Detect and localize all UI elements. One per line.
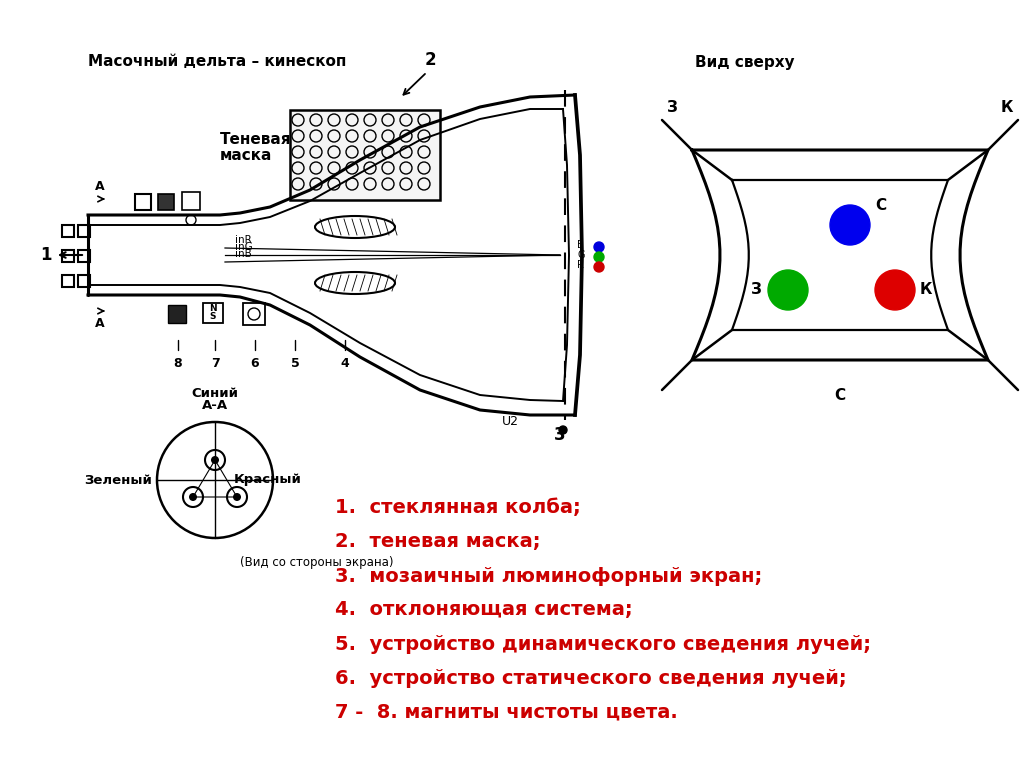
- Text: Масочный дельта – кинескоп: Масочный дельта – кинескоп: [88, 55, 346, 69]
- Text: 5.  устройство динамического сведения лучей;: 5. устройство динамического сведения луч…: [335, 634, 871, 654]
- Text: 3.  мозаичный люминофорный экран;: 3. мозаичный люминофорный экран;: [335, 567, 762, 585]
- Circle shape: [594, 242, 604, 252]
- Text: (Вид со стороны экрана): (Вид со стороны экрана): [240, 556, 393, 569]
- Text: 6: 6: [251, 357, 259, 370]
- Circle shape: [874, 270, 915, 310]
- Text: 1: 1: [41, 246, 52, 264]
- Bar: [78, 225, 90, 237]
- Text: inR: inR: [234, 235, 252, 245]
- Text: Синий: Синий: [191, 387, 239, 400]
- Bar: [78, 275, 90, 287]
- Text: С: С: [874, 198, 886, 213]
- Text: Зеленый: Зеленый: [84, 474, 152, 486]
- Text: 8: 8: [174, 357, 182, 370]
- Text: 6.  устройство статического сведения лучей;: 6. устройство статического сведения луче…: [335, 668, 847, 687]
- Text: U2: U2: [502, 415, 518, 428]
- Bar: [290, 110, 440, 200]
- Bar: [168, 305, 186, 323]
- Text: Теневая: Теневая: [220, 133, 292, 147]
- Text: З: З: [667, 100, 678, 115]
- Bar: [135, 194, 151, 210]
- Text: 2.  теневая маска;: 2. теневая маска;: [335, 532, 541, 551]
- Bar: [62, 250, 74, 262]
- Text: К: К: [1000, 100, 1013, 115]
- Circle shape: [559, 426, 567, 434]
- Text: К: К: [920, 283, 933, 297]
- Circle shape: [768, 270, 808, 310]
- Text: А: А: [95, 180, 104, 193]
- Text: inB: inB: [234, 249, 252, 259]
- Circle shape: [233, 493, 241, 501]
- Bar: [182, 192, 200, 210]
- Text: Красный: Красный: [234, 474, 302, 486]
- Text: А: А: [95, 317, 104, 330]
- Bar: [62, 275, 74, 287]
- Text: G: G: [577, 250, 585, 260]
- Bar: [243, 303, 265, 325]
- Circle shape: [830, 205, 870, 245]
- Circle shape: [211, 456, 219, 464]
- Text: 4.  отклоняющая система;: 4. отклоняющая система;: [335, 601, 633, 620]
- Text: R: R: [577, 260, 584, 270]
- Circle shape: [594, 252, 604, 262]
- Text: 5: 5: [291, 357, 299, 370]
- Text: 2: 2: [424, 51, 436, 69]
- Text: С: С: [835, 388, 846, 403]
- Circle shape: [227, 487, 247, 507]
- Bar: [62, 225, 74, 237]
- Text: А-А: А-А: [202, 399, 228, 412]
- Text: 1.  стеклянная колба;: 1. стеклянная колба;: [335, 498, 581, 518]
- Bar: [78, 250, 90, 262]
- Bar: [203, 303, 223, 323]
- Text: S: S: [210, 312, 216, 321]
- Text: 7 -  8. магниты чистоты цвета.: 7 - 8. магниты чистоты цвета.: [335, 703, 678, 721]
- Text: 4: 4: [341, 357, 349, 370]
- Circle shape: [183, 487, 203, 507]
- Circle shape: [189, 493, 197, 501]
- Circle shape: [594, 262, 604, 272]
- Bar: [158, 194, 174, 210]
- Text: маска: маска: [220, 147, 272, 163]
- Text: B: B: [577, 240, 584, 250]
- Text: Вид сверху: Вид сверху: [695, 55, 795, 69]
- Text: 3: 3: [554, 426, 566, 444]
- Text: З: З: [752, 283, 762, 297]
- Circle shape: [205, 450, 225, 470]
- Text: N: N: [209, 304, 217, 313]
- Text: 7: 7: [211, 357, 219, 370]
- Text: inG: inG: [234, 242, 253, 252]
